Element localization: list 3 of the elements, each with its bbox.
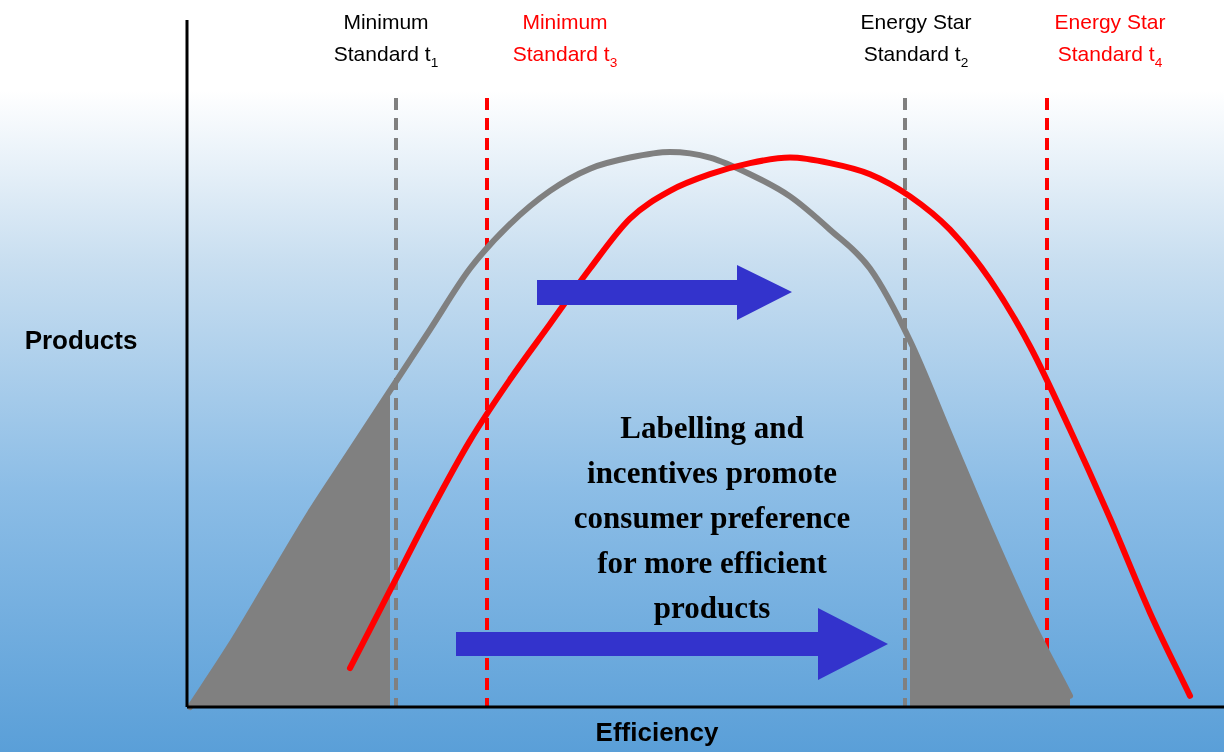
y-axis-title: Products [24,325,138,356]
annotation: Labelling and incentives promote consumer preference for more efficient products [573,410,851,626]
x-axis-title: Efficiency [595,717,719,748]
